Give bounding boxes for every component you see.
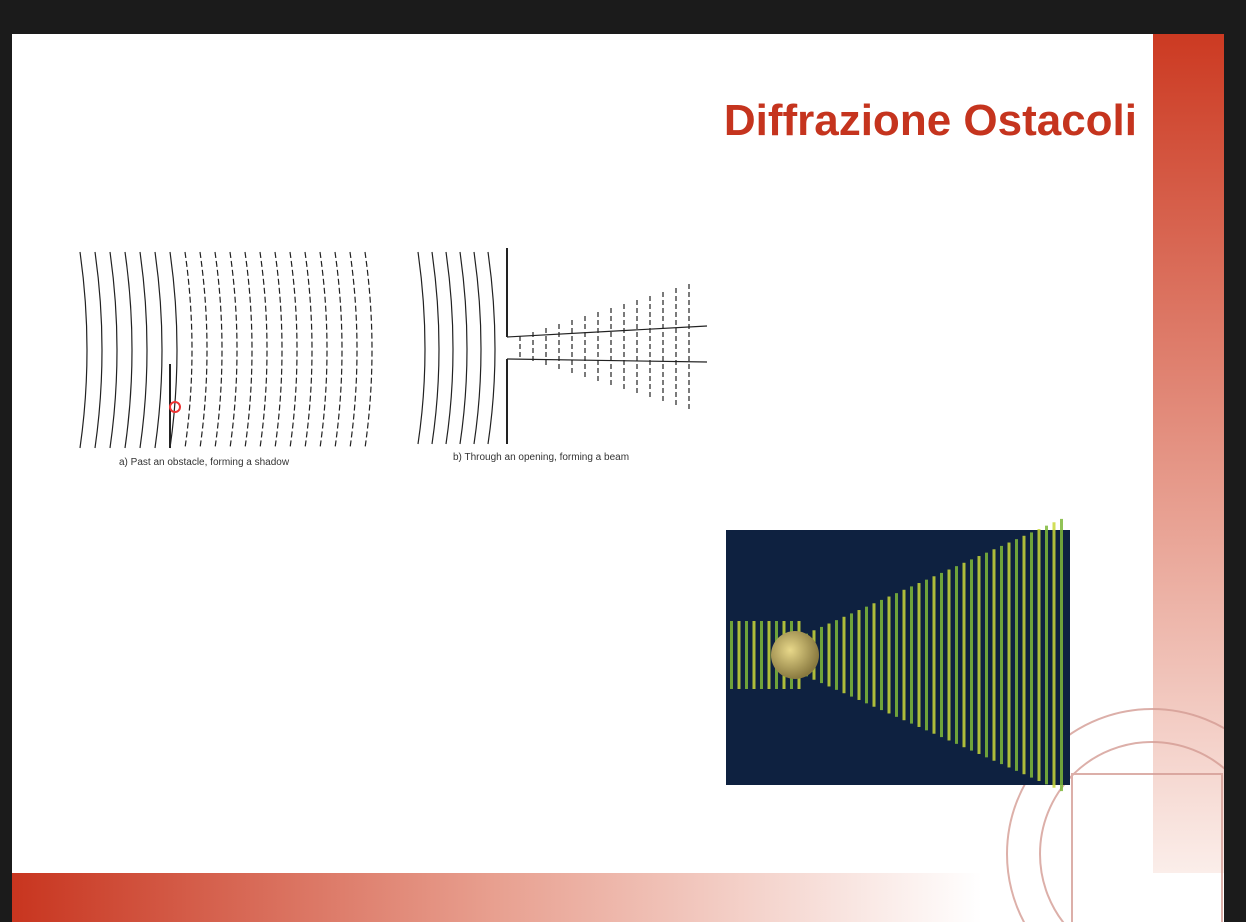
wavefront: [229, 251, 238, 449]
wave-stripe: [820, 626, 823, 684]
wavefront: [459, 251, 468, 445]
wave-stripe: [1022, 535, 1026, 775]
wave-stripe: [1045, 525, 1048, 785]
wave-stripe: [1030, 532, 1033, 778]
wave-stripe: [872, 603, 876, 707]
illustrations: [79, 248, 1224, 922]
wave-stripe: [985, 552, 988, 758]
wave-stripe: [917, 583, 921, 727]
wavefront: [431, 251, 440, 445]
obstacle-sphere: [771, 631, 819, 679]
wavefront: [445, 251, 454, 445]
wave-stripe: [977, 556, 981, 754]
beam-edge: [506, 325, 708, 338]
beam-edge: [506, 358, 708, 363]
footer-bar: [12, 873, 1224, 922]
wavefront: [473, 251, 482, 445]
wavefront: [274, 251, 283, 449]
wave-stripe: [940, 572, 943, 738]
wavefront: [304, 251, 313, 449]
wave-stripe: [1060, 518, 1063, 792]
wave-stripe: [887, 596, 891, 714]
wave-stripe: [865, 606, 868, 704]
wave-stripe: [745, 621, 748, 689]
wavefront: [417, 251, 426, 445]
wave-stripe: [902, 589, 906, 721]
wave-stripe: [737, 621, 741, 689]
wave-stripe: [850, 613, 853, 697]
wave-stripe: [970, 559, 973, 751]
wave-stripe: [925, 579, 928, 731]
wavefront: [79, 251, 88, 449]
wave-stripe: [992, 549, 996, 761]
wavefront: [199, 251, 208, 449]
wave-stripe: [962, 562, 966, 748]
wave-stripe: [1015, 539, 1018, 771]
wavefront: [364, 251, 373, 449]
wave-stripe: [752, 621, 756, 689]
wavefront: [109, 251, 118, 449]
wavefront: [169, 251, 178, 449]
wave-stripe: [910, 586, 913, 724]
wave-stripe: [1000, 545, 1003, 765]
wave-stripe: [880, 599, 883, 711]
wave-stripe: [932, 576, 936, 734]
slide-title: Diffrazione Ostacoli: [723, 96, 1137, 145]
wavefront: [94, 251, 103, 449]
wave-stripe: [1037, 529, 1041, 781]
wavefront: [289, 251, 298, 449]
wave-stripe: [955, 566, 958, 744]
figure-caption: b) Through an opening, forming a beam: [453, 452, 630, 463]
wavefront: [319, 251, 328, 449]
side-bar: [1153, 34, 1224, 874]
wavefront: [139, 251, 148, 449]
wave-stripe: [730, 621, 733, 689]
wavefront: [487, 251, 496, 445]
wave-stripe: [760, 621, 763, 689]
university-seal: [1006, 708, 1224, 922]
wave-diagrams: [79, 248, 708, 449]
wavefront: [154, 251, 163, 449]
wave-stripe: [842, 616, 846, 694]
wave-stripe: [947, 569, 951, 741]
wave-stripe: [835, 620, 838, 690]
wavefront: [334, 251, 343, 449]
figure-caption: a) Past an obstacle, forming a shadow: [119, 457, 290, 468]
slide: Diffrazione Ostacoli a) Past an obstacle…: [12, 34, 1224, 922]
wave-stripe: [1052, 522, 1056, 788]
wave-stripe: [857, 610, 861, 700]
wavefront: [214, 251, 223, 449]
wavefront: [124, 251, 133, 449]
wavefront: [184, 251, 193, 449]
wave-stripe: [895, 593, 898, 717]
wave-stripe: [1007, 542, 1011, 768]
cursor-marker: [169, 401, 181, 413]
wave-stripe: [827, 623, 831, 687]
wave-stripe: [767, 621, 771, 689]
wavefront: [349, 251, 358, 449]
wavefront: [244, 251, 253, 449]
wavefront: [259, 251, 268, 449]
